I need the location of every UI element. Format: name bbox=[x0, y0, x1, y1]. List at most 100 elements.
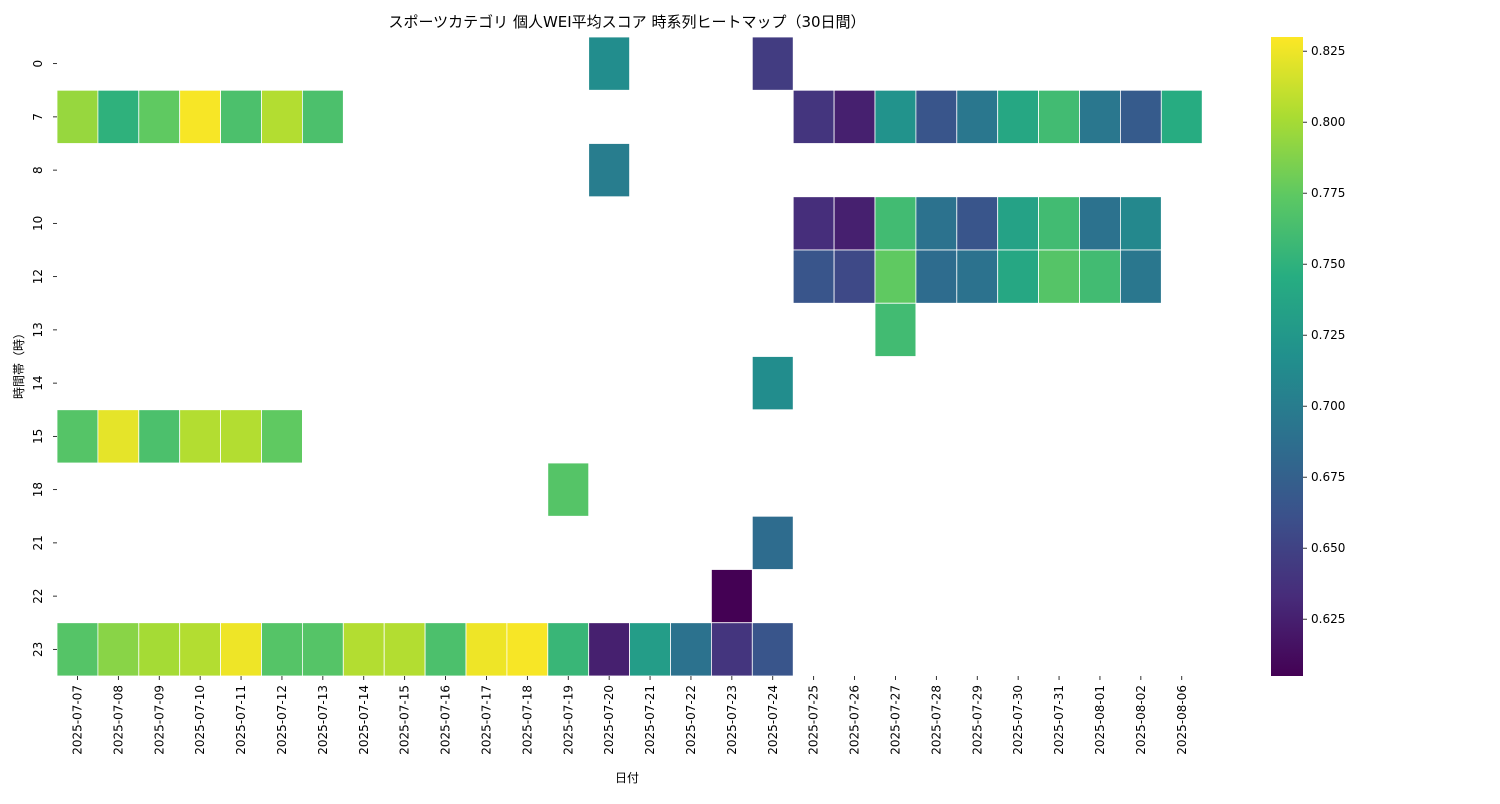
heatmap-cell bbox=[301, 622, 344, 677]
heatmap-cell bbox=[997, 249, 1040, 304]
colorbar-tick-label: 0.625 bbox=[1311, 612, 1345, 626]
heatmap-cell bbox=[956, 249, 999, 304]
y-tick-label: 13 bbox=[31, 322, 45, 337]
heatmap-cell bbox=[956, 196, 999, 251]
x-axis-label: 日付 bbox=[615, 771, 639, 785]
heatmap-cell bbox=[547, 462, 590, 517]
heatmap-cell bbox=[792, 196, 835, 251]
heatmap-cell bbox=[792, 89, 835, 144]
heatmap-cell bbox=[220, 89, 262, 144]
heatmap-cell bbox=[261, 89, 303, 144]
x-tick-label: 2025-07-31 bbox=[1052, 685, 1066, 755]
heatmap-cell bbox=[1079, 249, 1121, 304]
y-tick-label: 14 bbox=[31, 375, 45, 390]
heatmap-cell bbox=[1038, 89, 1080, 144]
heatmap-cell bbox=[751, 622, 794, 677]
heatmap-cell bbox=[220, 622, 262, 677]
heatmap-cell bbox=[1038, 196, 1080, 251]
x-tick-label: 2025-07-08 bbox=[111, 685, 125, 755]
heatmap-cell bbox=[997, 89, 1040, 144]
x-tick-label: 2025-07-29 bbox=[970, 685, 984, 755]
heatmap-cell bbox=[956, 89, 999, 144]
heatmap-cell bbox=[1120, 89, 1162, 144]
heatmap-cell bbox=[588, 36, 631, 91]
heatmap-cell bbox=[670, 622, 712, 677]
heatmap-cell bbox=[1160, 89, 1203, 144]
colorbar-tick-label: 0.775 bbox=[1311, 186, 1345, 200]
x-tick-label: 2025-07-22 bbox=[684, 685, 698, 755]
heatmap-cell bbox=[915, 196, 958, 251]
heatmap-cell bbox=[751, 515, 794, 570]
chart-title: スポーツカテゴリ 個人WEI平均スコア 時系列ヒートマップ（30日間） bbox=[388, 13, 865, 31]
heatmap-cell bbox=[56, 89, 99, 144]
heatmap-cell bbox=[220, 409, 262, 464]
heatmap-cell bbox=[179, 622, 221, 677]
heatmap-cell bbox=[56, 622, 99, 677]
y-tick-label: 10 bbox=[31, 216, 45, 231]
heatmap-cell bbox=[138, 622, 181, 677]
heatmap-cell bbox=[588, 143, 631, 198]
x-tick-label: 2025-07-14 bbox=[357, 685, 371, 755]
x-tick-label: 2025-07-28 bbox=[929, 685, 943, 755]
heatmap-cell bbox=[833, 89, 876, 144]
heatmap-cell bbox=[1079, 196, 1121, 251]
x-tick-label: 2025-07-11 bbox=[234, 685, 248, 755]
heatmap-cell bbox=[179, 89, 221, 144]
y-tick-label: 12 bbox=[31, 269, 45, 284]
colorbar-ticks: 0.625 0.650 0.675 0.700 0.725 0.750 0.775 0.800… bbox=[1303, 44, 1345, 626]
heatmap-cell bbox=[1038, 249, 1080, 304]
x-tick-label: 2025-07-24 bbox=[766, 685, 780, 755]
y-tick-label: 18 bbox=[31, 482, 45, 497]
heatmap-cell bbox=[792, 249, 835, 304]
heatmap-cell bbox=[138, 409, 181, 464]
y-tick-label: 22 bbox=[31, 588, 45, 603]
heatmap-cell bbox=[629, 622, 671, 677]
heatmap-cell bbox=[711, 569, 753, 624]
x-tick-label: 2025-07-09 bbox=[152, 685, 166, 755]
heatmap-cell bbox=[711, 622, 753, 677]
colorbar-tick-label: 0.725 bbox=[1311, 328, 1345, 342]
x-tick-label: 2025-07-27 bbox=[888, 685, 902, 755]
heatmap-cell bbox=[915, 89, 958, 144]
colorbar-tick-label: 0.825 bbox=[1311, 44, 1345, 58]
colorbar-tick-label: 0.750 bbox=[1311, 257, 1345, 271]
heatmap-cell bbox=[997, 196, 1040, 251]
heatmap-cell bbox=[1120, 196, 1162, 251]
heatmap-cell bbox=[97, 409, 140, 464]
x-tick-label: 2025-07-20 bbox=[602, 685, 616, 755]
heatmap-cell bbox=[97, 622, 140, 677]
heatmap-cell bbox=[179, 409, 221, 464]
x-tick-label: 2025-07-13 bbox=[316, 685, 330, 755]
x-tick-label: 2025-07-23 bbox=[725, 685, 739, 755]
x-tick-label: 2025-07-30 bbox=[1011, 685, 1025, 755]
heatmap-cell bbox=[874, 249, 917, 304]
heatmap-cell bbox=[383, 622, 426, 677]
x-tick-label: 2025-07-25 bbox=[807, 685, 821, 755]
colorbar bbox=[1271, 37, 1303, 676]
x-tick-label: 2025-07-16 bbox=[439, 685, 453, 755]
x-tick-label: 2025-07-15 bbox=[398, 685, 412, 755]
heatmap-cell bbox=[424, 622, 467, 677]
y-tick-label: 7 bbox=[31, 113, 45, 121]
heatmap-cells bbox=[56, 36, 1203, 677]
heatmap-cell bbox=[261, 409, 303, 464]
x-tick-label: 2025-07-18 bbox=[520, 685, 534, 755]
y-tick-label: 8 bbox=[31, 166, 45, 174]
heatmap-cell bbox=[915, 249, 958, 304]
x-tick-label: 2025-07-19 bbox=[561, 685, 575, 755]
heatmap-cell bbox=[751, 36, 794, 91]
heatmap-cell bbox=[833, 196, 876, 251]
y-axis-label: 時間帯（時） bbox=[12, 327, 26, 399]
heatmap-cell bbox=[1120, 249, 1162, 304]
heatmap-cell bbox=[301, 89, 344, 144]
colorbar-tick-label: 0.675 bbox=[1311, 470, 1345, 484]
x-tick-label: 2025-08-01 bbox=[1093, 685, 1107, 755]
x-tick-label: 2025-07-26 bbox=[848, 685, 862, 755]
x-tick-label: 2025-08-02 bbox=[1134, 685, 1148, 755]
colorbar-tick-label: 0.650 bbox=[1311, 541, 1345, 555]
colorbar-tick-label: 0.800 bbox=[1311, 115, 1345, 129]
heatmap-cell bbox=[506, 622, 549, 677]
heatmap-cell bbox=[874, 89, 917, 144]
y-tick-label: 23 bbox=[31, 642, 45, 657]
